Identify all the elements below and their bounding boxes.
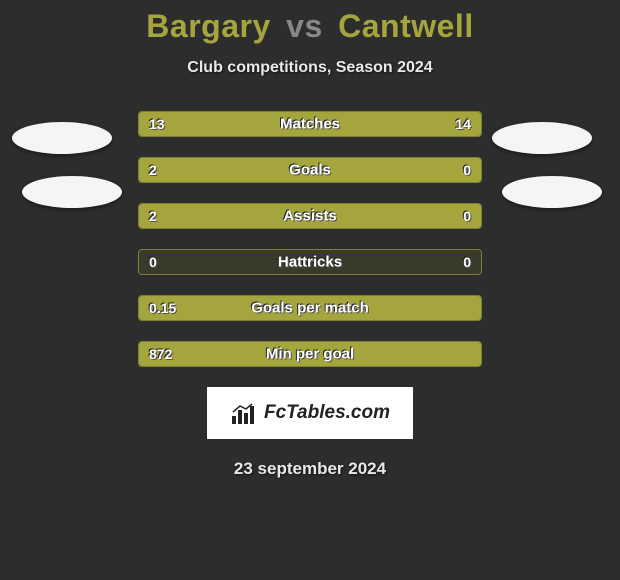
- player2-value: 0: [463, 254, 471, 270]
- site-logo: FcTables.com: [207, 387, 413, 439]
- subtitle: Club competitions, Season 2024: [0, 59, 620, 77]
- player2-bar: [304, 112, 481, 136]
- player1-value: 0: [149, 254, 157, 270]
- player1-avatar-bottom: [22, 176, 122, 208]
- player1-bar: [139, 342, 481, 366]
- stat-row: 872Min per goal: [138, 341, 482, 367]
- logo-bars-icon: [230, 402, 258, 424]
- player2-bar: [402, 158, 481, 182]
- date-label: 23 september 2024: [0, 459, 620, 479]
- player1-bar: [139, 158, 402, 182]
- stat-row: 0.15Goals per match: [138, 295, 482, 321]
- player1-bar: [139, 112, 304, 136]
- comparison-title: Bargary vs Cantwell: [0, 0, 620, 45]
- player1-name: Bargary: [146, 8, 270, 44]
- player2-avatar-top: [492, 122, 592, 154]
- stat-row: 20Assists: [138, 203, 482, 229]
- player2-name: Cantwell: [338, 8, 474, 44]
- player1-bar: [139, 296, 481, 320]
- player1-avatar-top: [12, 122, 112, 154]
- vs-separator: vs: [286, 8, 323, 44]
- stat-row: 20Goals: [138, 157, 482, 183]
- stat-label: Hattricks: [139, 254, 481, 271]
- stat-row: 1314Matches: [138, 111, 482, 137]
- stats-container: 1314Matches 20Goals 20Assists 0 0Hattricks 0.…: [138, 111, 482, 367]
- player1-bar: [139, 204, 481, 228]
- stat-row: 0 0Hattricks: [138, 249, 482, 275]
- player2-avatar-bottom: [502, 176, 602, 208]
- logo-text: FcTables.com: [264, 402, 390, 424]
